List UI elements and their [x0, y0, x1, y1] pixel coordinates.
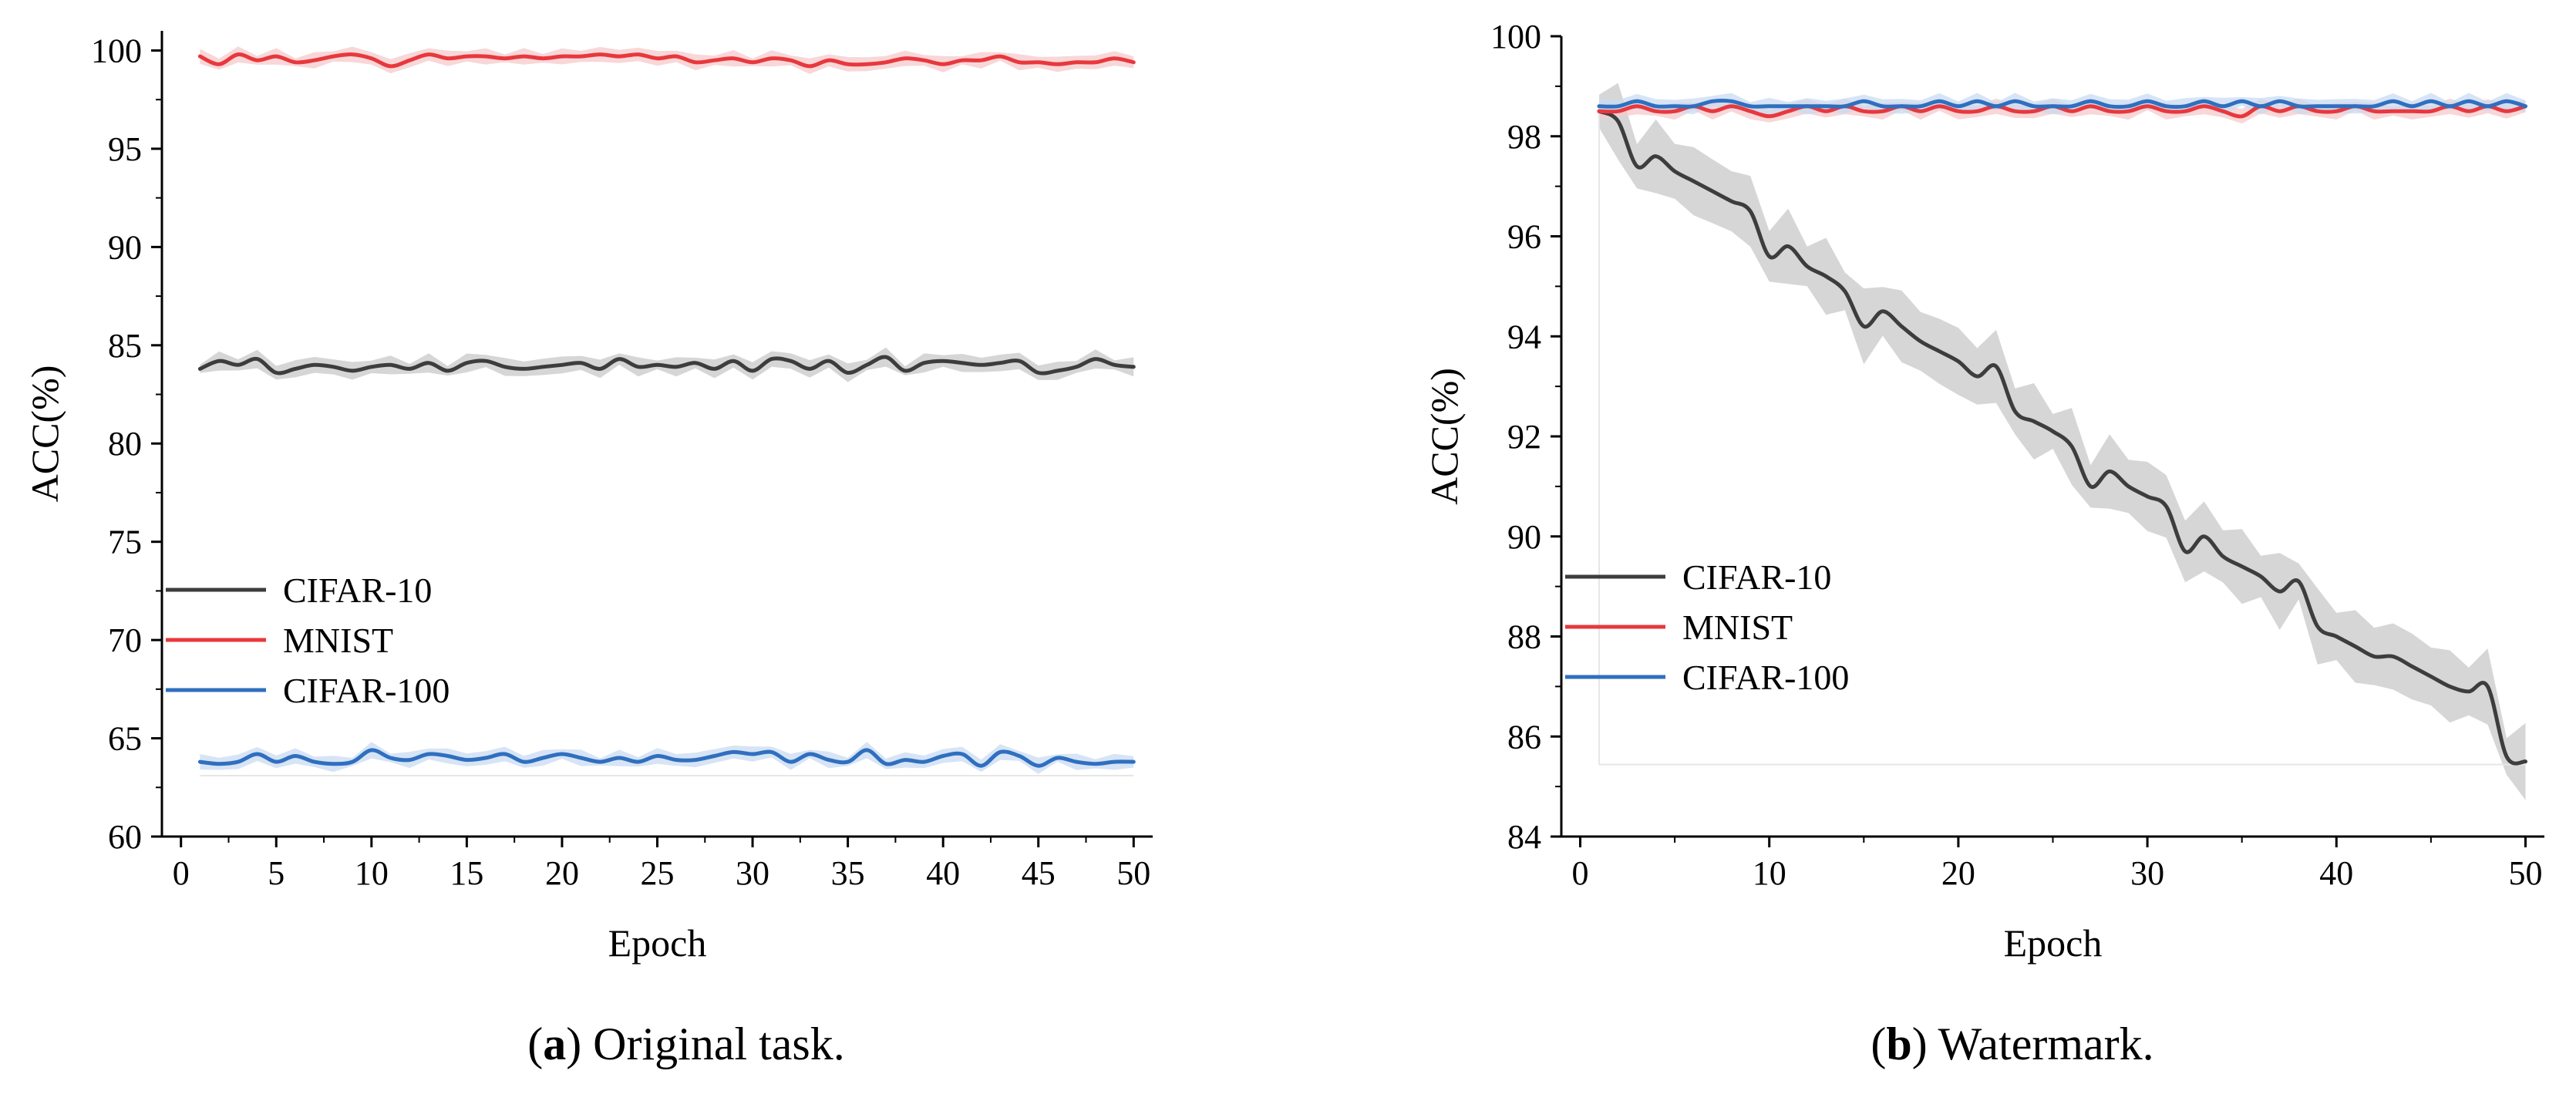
- series-line-cifar-100: [197, 748, 1136, 768]
- x-axis-label: Epoch: [608, 921, 707, 965]
- chart-a: 60 65 70 75 80 85 90 95 100 0 5 10 15 20 25 30 35 40 45 50 E…: [23, 31, 1153, 965]
- legend-item-cifar-100: CIFAR-100: [1565, 658, 1849, 697]
- series-line-mnist: [1597, 104, 2527, 119]
- series-line-cifar-100: [1597, 99, 2527, 109]
- legend-label: MNIST: [1682, 608, 1793, 647]
- x-tick-label: 0: [1572, 854, 1589, 892]
- y-tick-label: 90: [108, 228, 142, 266]
- x-tick-label: 50: [2508, 854, 2542, 892]
- y-tick-label: 92: [1507, 418, 1541, 456]
- x-tick-label: 35: [831, 854, 865, 892]
- confidence-band-cifar-10: [1599, 82, 2526, 800]
- x-tick-label: 15: [450, 854, 483, 892]
- y-tick-label: 60: [108, 818, 142, 856]
- series-line-mnist: [197, 52, 1136, 69]
- caption-a: (a) Original task.: [224, 1018, 1149, 1071]
- series-line-cifar-10: [197, 355, 1136, 375]
- legend-label: CIFAR-10: [1682, 557, 1831, 597]
- caption-a-text: Original task.: [593, 1019, 845, 1069]
- x-tick-label: 5: [268, 854, 285, 892]
- caption-b: (b) Watermark.: [1550, 1018, 2475, 1071]
- legend-item-cifar-100: CIFAR-100: [166, 671, 450, 710]
- y-tick-label: 80: [108, 425, 142, 463]
- caption-b-label: (b): [1871, 1019, 1928, 1069]
- legend-label: CIFAR-100: [283, 671, 450, 710]
- y-tick-label: 90: [1507, 518, 1541, 556]
- y-tick-label: 98: [1507, 118, 1541, 156]
- y-tick-label: 88: [1507, 618, 1541, 656]
- y-tick-label: 96: [1507, 218, 1541, 256]
- y-tick-label: 85: [108, 327, 142, 365]
- y-tick-label: 75: [108, 524, 142, 561]
- series-line-cifar-10: [1597, 109, 2527, 766]
- legend-label: CIFAR-10: [283, 571, 432, 610]
- legend-item-cifar-10: CIFAR-10: [1565, 557, 1831, 597]
- x-tick-label: 30: [736, 854, 769, 892]
- legend-item-mnist: MNIST: [1565, 608, 1793, 647]
- caption-b-text: Watermark.: [1938, 1019, 2154, 1069]
- caption-a-label: (a): [527, 1019, 582, 1069]
- y-tick-label: 95: [108, 130, 142, 168]
- confidence-band-mnist: [200, 46, 1134, 74]
- y-axis-label: ACC(%): [23, 365, 66, 503]
- x-tick-label: 30: [2130, 854, 2164, 892]
- y-tick-label: 100: [1490, 18, 1541, 56]
- x-axis-label: Epoch: [2004, 921, 2103, 965]
- x-tick-label: 20: [1941, 854, 1975, 892]
- x-tick-label: 10: [1753, 854, 1786, 892]
- x-tick-label: 40: [926, 854, 960, 892]
- y-axis-label: ACC(%): [1423, 368, 1466, 505]
- x-tick-label: 50: [1116, 854, 1150, 892]
- legend-label: CIFAR-100: [1682, 658, 1849, 697]
- y-tick-label: 70: [108, 621, 142, 659]
- y-tick-label: 65: [108, 720, 142, 758]
- y-tick-label: 100: [91, 32, 142, 69]
- x-tick-label: 25: [641, 854, 675, 892]
- x-tick-label: 45: [1022, 854, 1056, 892]
- legend-label: MNIST: [283, 621, 393, 660]
- y-tick-label: 86: [1507, 718, 1541, 756]
- y-tick-label: 84: [1507, 818, 1541, 856]
- x-tick-label: 10: [355, 854, 389, 892]
- x-tick-label: 20: [545, 854, 579, 892]
- legend-item-mnist: MNIST: [166, 621, 393, 660]
- x-tick-label: 0: [173, 854, 190, 892]
- x-tick-label: 40: [2319, 854, 2353, 892]
- legend-item-cifar-10: CIFAR-10: [166, 571, 432, 610]
- y-tick-label: 94: [1507, 318, 1541, 355]
- chart-b: 84 86 88 90 92 94 96 98 100 0 10 20 30 40 50 Epoch ACC(%…: [1423, 18, 2544, 965]
